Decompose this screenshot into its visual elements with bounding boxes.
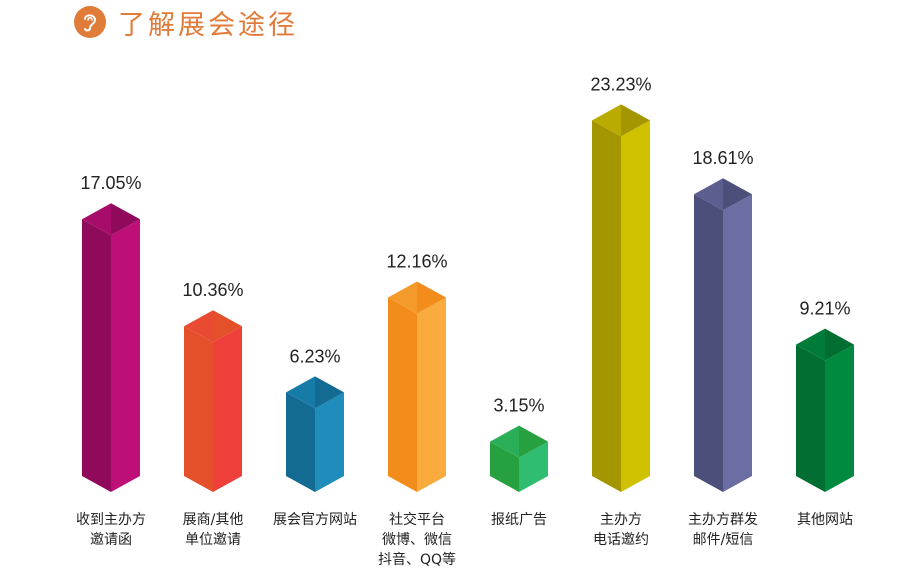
chart-header: 了解展会途径 (74, 2, 298, 42)
bar-left-face (592, 120, 621, 492)
bar-right-face (315, 392, 344, 492)
bar-right-face (621, 120, 650, 492)
bar-right-face (417, 297, 446, 492)
data-label: 18.61% (692, 148, 753, 168)
bar-cap-left (184, 310, 213, 343)
data-label: 17.05% (80, 173, 141, 193)
bar-cap-left (694, 178, 723, 211)
bar-cap-right (825, 328, 854, 361)
bar-cap-left (286, 376, 315, 409)
bar-cap-right (417, 281, 446, 314)
bar-cap-right (213, 310, 242, 343)
chart-title: 了解展会途径 (118, 9, 298, 41)
bar-left-face (796, 344, 825, 492)
category-label: 收到主办方 (76, 512, 146, 528)
bar-cap-left (796, 328, 825, 361)
bar-left-face (286, 392, 315, 492)
data-label: 12.16% (386, 251, 447, 271)
bar-cap-left (82, 203, 111, 236)
bar-left-face (82, 219, 111, 492)
ear-icon (74, 6, 106, 38)
bar-cap-right (315, 376, 344, 409)
data-label: 3.15% (493, 396, 544, 416)
bar-cap-left (388, 281, 417, 314)
category-label: 报纸广告 (491, 512, 547, 528)
data-label: 23.23% (590, 74, 651, 94)
category-label: 展会官方网站 (273, 512, 357, 528)
category-label: 邮件/短信 (693, 532, 754, 548)
bar-cap-right (621, 104, 650, 137)
data-label: 9.21% (799, 299, 850, 319)
bar-cap-left (490, 425, 519, 458)
category-label: 其他网站 (797, 512, 853, 528)
category-label: 抖音、QQ等 (378, 551, 456, 568)
category-label: 展商/其他 (183, 512, 244, 528)
category-label: 电话邀约 (593, 532, 649, 548)
bar-left-face (388, 297, 417, 492)
bar-left-face (490, 441, 519, 492)
bar-right-face (723, 194, 752, 493)
bar-right-face (213, 326, 242, 492)
category-label: 主办方群发 (688, 512, 758, 528)
category-label: 邀请函 (90, 532, 132, 548)
category-label: 单位邀请 (185, 532, 241, 548)
bar-right-face (519, 441, 548, 492)
bar-cap-right (519, 425, 548, 458)
bar-cap-right (723, 178, 752, 211)
category-label: 微博、微信 (382, 531, 452, 548)
data-label: 6.23% (289, 346, 340, 366)
category-label: 主办方 (600, 512, 642, 528)
bar-left-face (184, 326, 213, 492)
data-label: 10.36% (182, 280, 243, 300)
bar-cap-right (111, 203, 140, 236)
bar-right-face (111, 219, 140, 492)
bar-cap-left (592, 104, 621, 137)
category-label: 社交平台 (389, 511, 445, 528)
bar-right-face (825, 344, 854, 492)
bar-left-face (694, 194, 723, 493)
